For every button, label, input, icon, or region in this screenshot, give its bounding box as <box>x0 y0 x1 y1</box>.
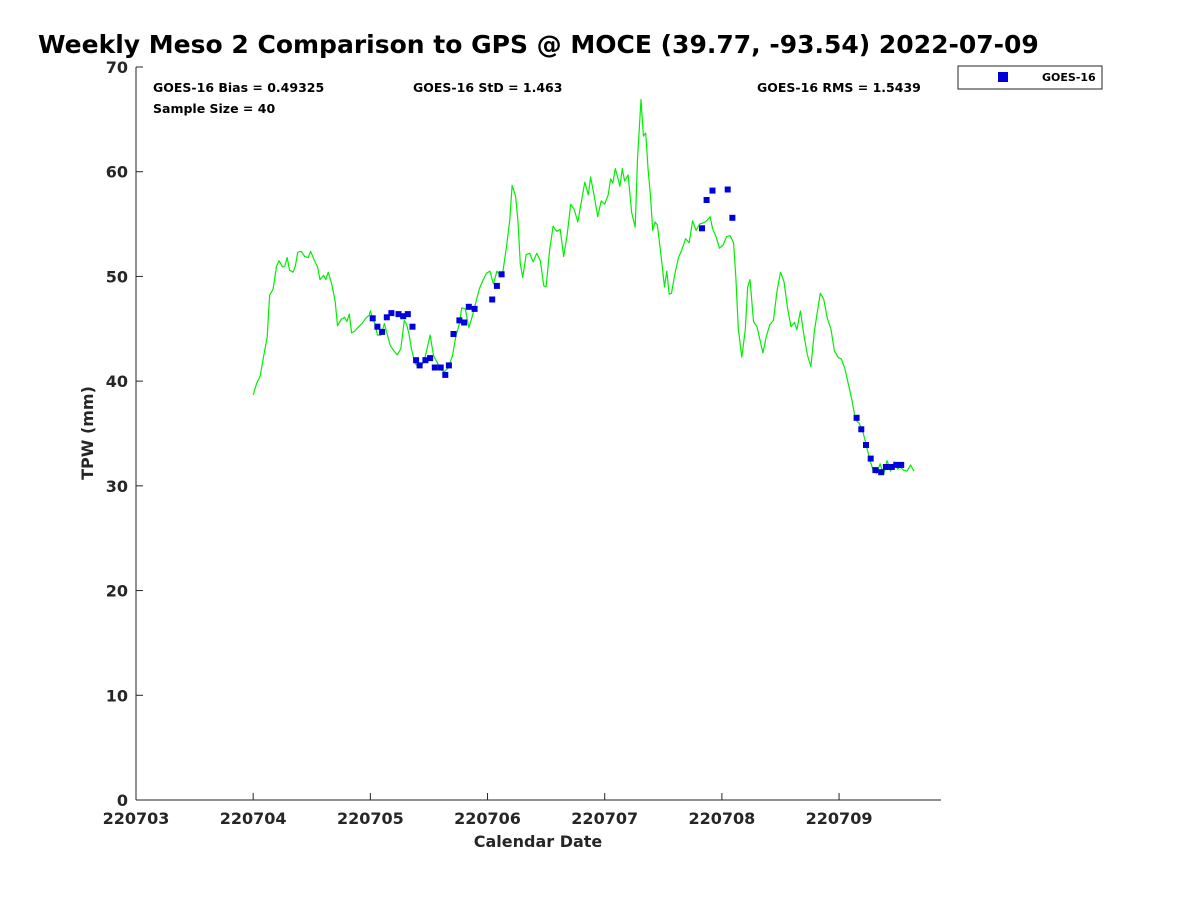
goes-data-point <box>409 323 416 330</box>
y-tick-label: 10 <box>106 686 128 705</box>
goes-data-point <box>709 187 716 194</box>
goes-data-point <box>863 442 869 448</box>
goes-data-point <box>400 313 407 320</box>
goes-data-point <box>724 186 731 193</box>
goes-data-point <box>442 371 449 378</box>
x-tick-label: 220709 <box>806 809 873 828</box>
legend-label: GOES-16 <box>1042 71 1096 84</box>
goes-data-point <box>878 469 885 476</box>
goes-data-point <box>498 271 505 278</box>
x-tick-label: 220705 <box>337 809 404 828</box>
bias-stat: GOES-16 Bias = 0.49325 <box>153 80 324 95</box>
legend-marker <box>998 72 1008 82</box>
goes-data-point <box>703 197 710 203</box>
goes-data-point <box>898 461 905 468</box>
goes-data-point <box>395 311 402 318</box>
x-tick-label: 220706 <box>454 809 521 828</box>
goes-data-point <box>471 305 478 312</box>
y-tick-label: 0 <box>117 791 128 810</box>
axes-layer: 0 10 20 30 40 50 60 70 220703 220704 220705 220706 2… <box>103 58 941 828</box>
gps-series-line <box>252 98 915 475</box>
goes-data-point <box>404 311 411 318</box>
goes-data-point <box>699 225 705 232</box>
std-stat: GOES-16 StD = 1.463 <box>413 80 562 95</box>
rms-stat: GOES-16 RMS = 1.5439 <box>757 80 921 95</box>
y-tick-label: 50 <box>106 267 128 286</box>
goes-data-point <box>445 362 452 369</box>
goes-data-point <box>413 357 420 364</box>
goes-data-point <box>882 464 889 470</box>
sample-size-stat: Sample Size = 40 <box>153 101 275 116</box>
goes-data-point <box>489 296 496 303</box>
legend-box <box>957 65 1103 90</box>
y-tick-label: 60 <box>106 163 128 182</box>
y-tick-label: 20 <box>106 582 128 601</box>
goes-data-point <box>888 464 895 470</box>
x-tick-label: 220703 <box>103 809 170 828</box>
chart-title: Weekly Meso 2 Comparison to GPS @ MOCE (… <box>38 30 1039 59</box>
goes-data-point <box>431 364 438 371</box>
goes-data-point <box>867 455 874 462</box>
goes-data-point <box>379 328 386 335</box>
goes-data-point <box>369 315 376 322</box>
goes-data-point <box>427 355 434 362</box>
x-tick-label: 220707 <box>571 809 638 828</box>
goes-data-point <box>437 364 444 371</box>
x-tick-label: 220704 <box>220 809 287 828</box>
goes-data-point <box>493 282 500 289</box>
goes-data-point <box>729 214 736 221</box>
goes-data-point <box>388 310 395 317</box>
goes-data-point <box>374 323 381 330</box>
y-axis-label: TPW (mm) <box>78 386 97 480</box>
y-tick-label: 70 <box>106 58 128 77</box>
gps-series-layer <box>252 98 915 475</box>
goes-data-point <box>416 362 423 369</box>
legend: GOES-16 <box>957 65 1103 90</box>
goes-data-point <box>383 314 390 321</box>
goes-data-point <box>450 331 457 337</box>
goes-series-layer <box>369 186 905 476</box>
goes-data-point <box>465 303 472 310</box>
goes-data-point <box>456 317 463 324</box>
y-tick-label: 40 <box>106 372 128 391</box>
goes-data-point <box>422 357 429 364</box>
x-tick-label: 220708 <box>688 809 755 828</box>
goes-data-point <box>461 319 468 326</box>
goes-data-point <box>853 414 860 421</box>
x-axis-label: Calendar Date <box>474 832 603 851</box>
goes-data-point <box>858 426 865 433</box>
goes-data-point <box>872 467 879 474</box>
goes-data-point <box>893 461 900 468</box>
y-tick-label: 30 <box>106 477 128 496</box>
